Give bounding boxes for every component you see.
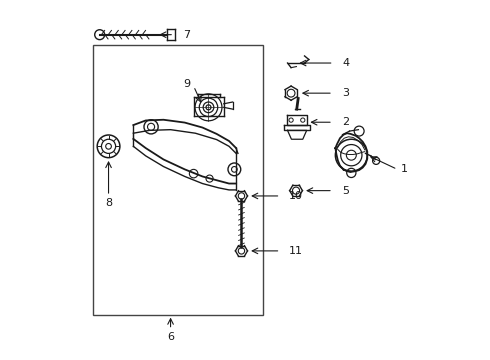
Text: 1: 1 (401, 165, 408, 174)
Text: 9: 9 (183, 78, 190, 89)
Bar (93, 45, 263, 315)
Text: 10: 10 (289, 191, 303, 201)
Text: 3: 3 (343, 88, 349, 98)
Text: 2: 2 (343, 117, 349, 127)
Text: 5: 5 (343, 186, 349, 195)
Text: 8: 8 (105, 198, 112, 208)
Text: 4: 4 (343, 58, 349, 68)
Text: 11: 11 (289, 246, 303, 256)
Text: 6: 6 (167, 332, 174, 342)
Text: 7: 7 (183, 30, 190, 40)
